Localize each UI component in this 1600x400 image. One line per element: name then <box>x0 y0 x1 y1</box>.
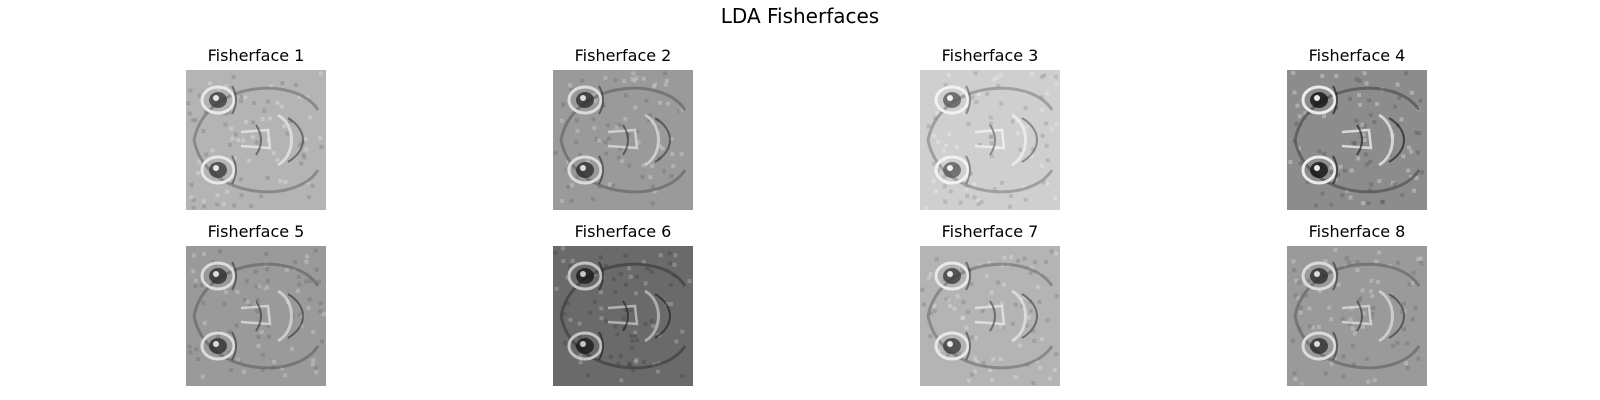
panel-title: Fisherface 8 <box>1308 222 1406 241</box>
panel-title: Fisherface 5 <box>207 222 305 241</box>
figure-title: LDA Fisherfaces <box>720 4 880 28</box>
panel-title: Fisherface 7 <box>941 222 1039 241</box>
panel-title: Fisherface 1 <box>207 46 305 65</box>
panel-title: Fisherface 6 <box>574 222 672 241</box>
fisherface-image <box>1287 246 1427 386</box>
fisherface-image <box>1287 70 1427 210</box>
fisherface-image <box>186 246 326 386</box>
panel-title: Fisherface 3 <box>941 46 1039 65</box>
panel-title: Fisherface 2 <box>574 46 672 65</box>
panel-title: Fisherface 4 <box>1308 46 1406 65</box>
fisherface-image <box>553 246 693 386</box>
fisherface-image <box>186 70 326 210</box>
fisherface-image <box>920 246 1060 386</box>
fisherface-image <box>553 70 693 210</box>
fisherface-image <box>920 70 1060 210</box>
